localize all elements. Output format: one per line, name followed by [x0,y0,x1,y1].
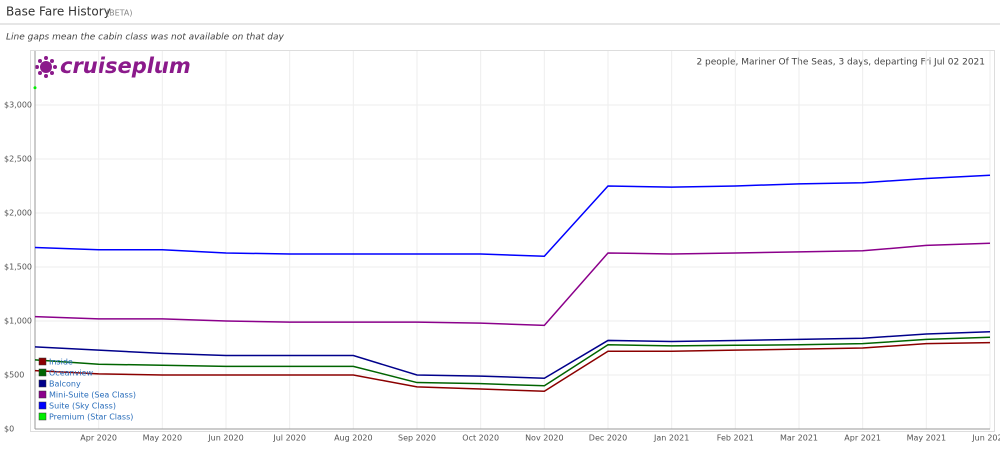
x-tick-label: Sep 2020 [398,434,436,443]
x-tick-label: Jan 2021 [653,434,689,443]
legend: Inside Oceanview Balcony Mini-Suite (Sea Cl… [38,357,136,422]
legend-swatch [38,401,47,410]
y-tick-label: $0 [4,425,14,434]
legend-label: Mini-Suite (Sea Class) [49,391,136,400]
legend-swatch [38,379,47,388]
x-tick-label: Aug 2020 [334,434,373,443]
series-line [34,242,991,327]
chart-frame [30,50,995,432]
legend-label: Oceanview [49,369,93,378]
point [33,86,37,90]
legend-swatch [38,357,47,366]
x-tick-label: Oct 2020 [462,434,499,443]
x-tick-label: Apr 2020 [80,434,117,443]
y-tick-label: $2,000 [4,209,32,218]
series-line [34,336,991,387]
page-title: Base Fare History [6,5,111,19]
x-tick-label: May 2020 [143,434,182,443]
x-tick-label: Nov 2020 [525,434,564,443]
annotation: 2 people, Mariner Of The Seas, 3 days, d… [696,58,985,68]
beta-badge: (BETA) [106,9,133,18]
x-tick-label: Jun 2021 [971,434,1000,443]
y-tick-label: $1,000 [4,317,32,326]
x-tick-label: Apr 2021 [844,434,881,443]
note: Line gaps mean the cabin class was not a… [6,33,285,43]
legend-swatch [38,412,47,421]
x-tick-label: Dec 2020 [589,434,627,443]
series-line [34,341,991,392]
y-tick-label: $1,500 [4,263,32,272]
legend-label: Balcony [49,380,81,389]
x-tick-label: Mar 2021 [780,434,818,443]
x-tick-label: May 2021 [907,434,946,443]
logo-mark [35,56,57,78]
legend-swatch [38,368,47,377]
legend-label: Suite (Sky Class) [49,402,116,411]
y-tick-label: $2,500 [4,155,32,164]
series-line [34,174,991,257]
x-tick-label: Jul 2020 [272,434,306,443]
x-tick-label: Jun 2020 [207,434,243,443]
legend-label: Premium (Star Class) [49,413,133,422]
series-line [34,331,991,379]
y-tick-label: $500 [4,371,24,380]
logo: cruiseplum [60,54,191,78]
y-tick-label: $3,000 [4,101,32,110]
legend-swatch [38,390,47,399]
legend-label: Inside [49,358,73,367]
x-tick-label: Feb 2021 [717,434,754,443]
